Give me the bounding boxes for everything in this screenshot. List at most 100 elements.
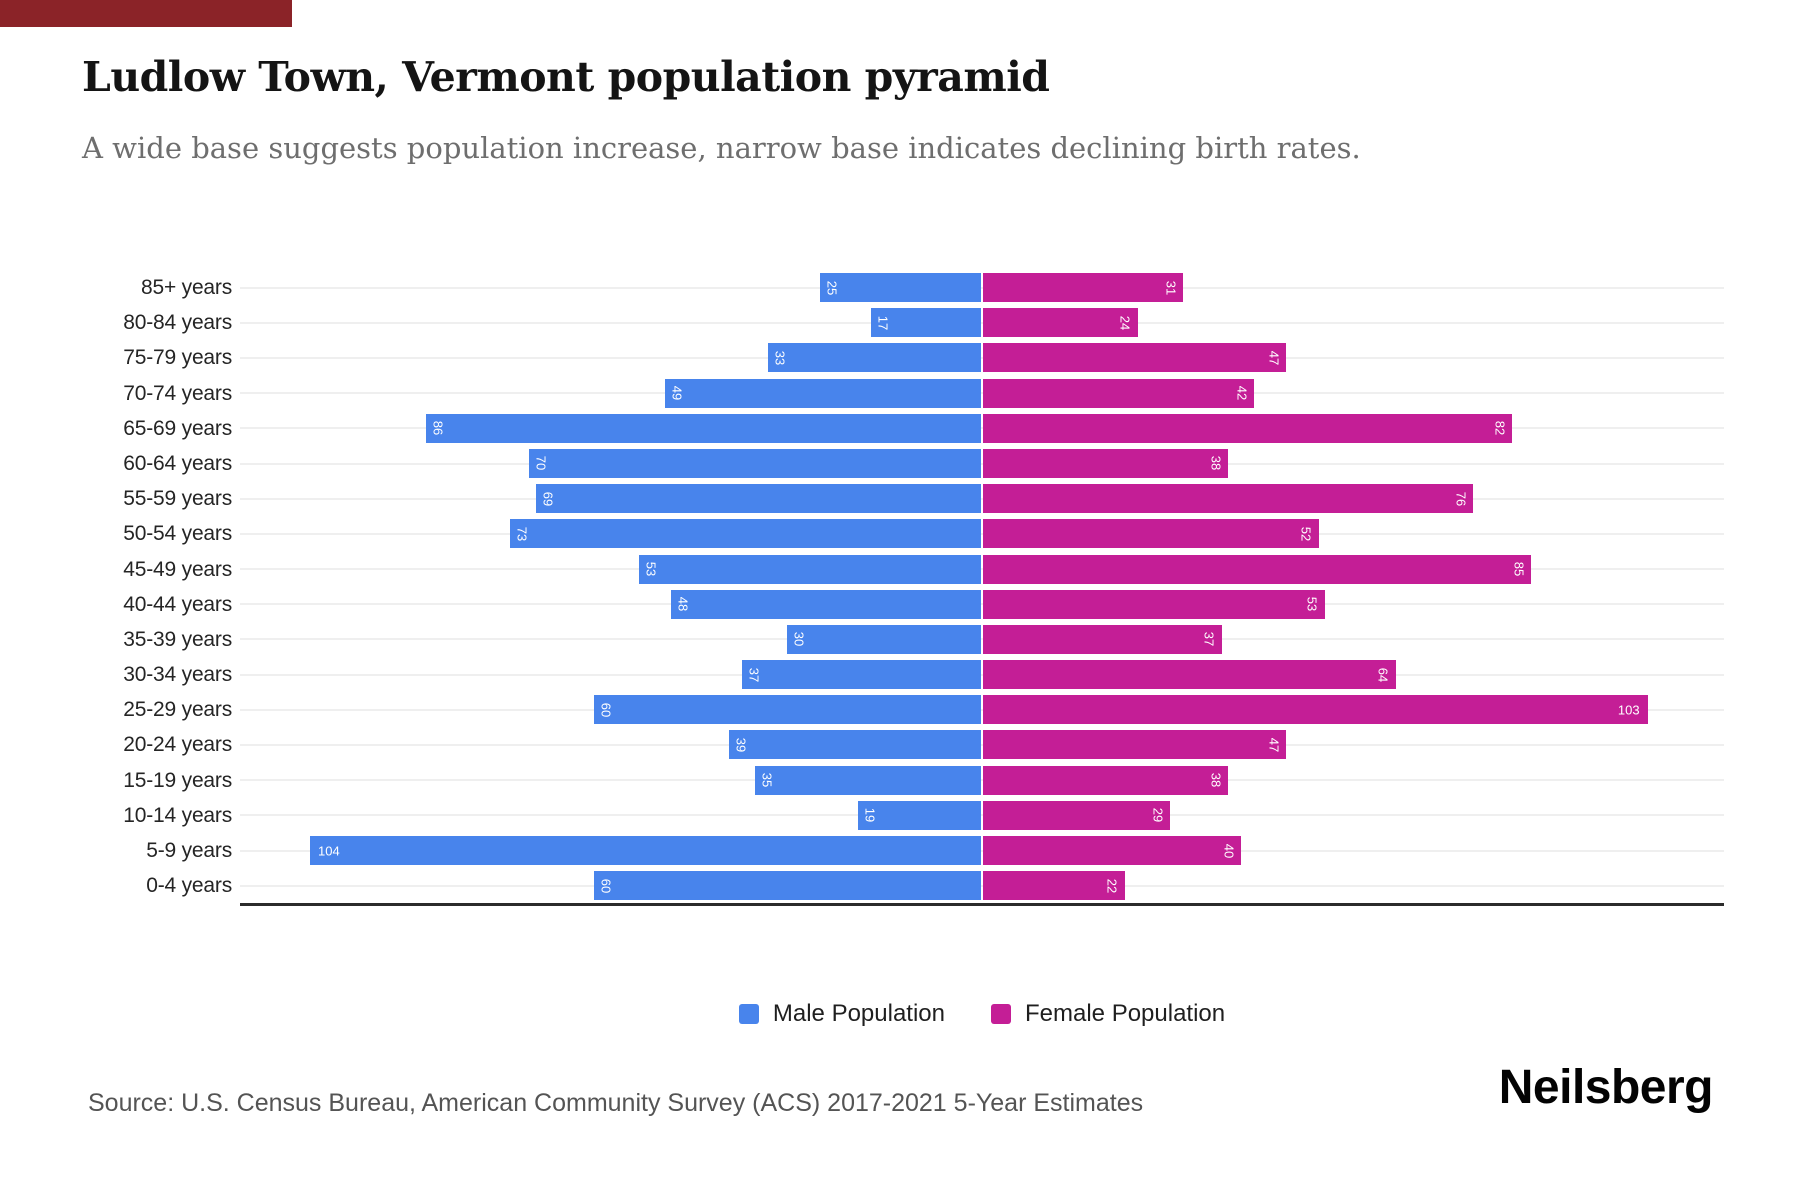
male-bar[interactable]: 39	[729, 730, 981, 760]
female-bar[interactable]: 64	[983, 660, 1396, 690]
female-bar[interactable]: 40	[983, 836, 1242, 865]
age-group-label: 70-74 years	[123, 381, 232, 405]
pyramid-row: 25-29 years 60 103	[0, 692, 1800, 727]
pyramid-rows: 85+ years 25 31 80-84 years 17 24 75-79 years 3…	[0, 270, 1800, 903]
population-pyramid-chart: 85+ years 25 31 80-84 years 17 24 75-79 years 3…	[0, 270, 1800, 907]
pyramid-row: 35-39 years 30 37	[0, 622, 1800, 657]
bar-value-label: 104	[317, 843, 340, 858]
pyramid-row: 50-54 years 73 52	[0, 516, 1800, 551]
male-bar[interactable]: 86	[426, 413, 981, 443]
bar-value-label: 76	[1453, 491, 1469, 506]
age-group-label: 25-29 years	[123, 698, 232, 722]
female-bar[interactable]: 31	[983, 273, 1184, 302]
bar-value-label: 70	[534, 456, 550, 471]
bar-value-label: 30	[792, 632, 808, 647]
male-bar[interactable]: 48	[671, 589, 981, 619]
female-bar[interactable]: 52	[983, 519, 1319, 549]
gridline	[240, 849, 1724, 852]
legend-item-female[interactable]: Female Population	[991, 1000, 1225, 1028]
female-bar[interactable]: 38	[983, 448, 1229, 478]
age-group-label: 45-49 years	[123, 557, 232, 581]
female-bar[interactable]: 42	[983, 378, 1254, 408]
female-bar[interactable]: 85	[983, 554, 1532, 584]
gridline	[240, 568, 1724, 571]
row-plot: 60 22	[240, 868, 1724, 903]
male-bar[interactable]: 70	[529, 448, 981, 478]
bar-value-label: 60	[598, 878, 614, 893]
row-plot: 17 24	[240, 305, 1724, 340]
row-plot: 70 38	[240, 446, 1724, 481]
female-bar[interactable]: 103	[983, 695, 1648, 725]
age-group-label: 10-14 years	[123, 803, 232, 827]
bar-value-label: 69	[540, 491, 556, 506]
bar-value-label: 53	[1305, 596, 1321, 612]
female-bar[interactable]: 76	[983, 484, 1474, 514]
bar-value-label: 52	[1298, 526, 1314, 542]
male-bar[interactable]: 25	[819, 273, 981, 302]
gridline	[240, 321, 1724, 324]
gridline	[240, 392, 1724, 395]
age-group-label: 85+ years	[140, 276, 232, 299]
bar-value-label: 37	[1201, 632, 1217, 647]
top-left-artifact-bar	[0, 0, 292, 27]
male-bar[interactable]: 60	[593, 695, 981, 725]
male-bar[interactable]: 19	[858, 800, 981, 830]
female-bar[interactable]: 37	[983, 624, 1222, 654]
age-group-label: 60-64 years	[123, 451, 232, 475]
female-bar[interactable]: 47	[983, 730, 1287, 760]
bar-value-label: 42	[1234, 385, 1250, 401]
bar-value-label: 86	[430, 421, 446, 436]
male-bar[interactable]: 104	[309, 836, 981, 865]
bar-value-label: 85	[1511, 561, 1527, 577]
bar-value-label: 17	[876, 315, 892, 330]
male-bar[interactable]: 53	[639, 554, 981, 584]
bar-value-label: 35	[759, 772, 775, 788]
male-bar[interactable]: 30	[787, 624, 981, 654]
male-bar[interactable]: 17	[871, 308, 981, 338]
legend-label-female: Female Population	[1025, 1000, 1226, 1027]
bar-value-label: 33	[772, 350, 788, 366]
pyramid-row: 70-74 years 49 42	[0, 376, 1800, 411]
row-plot: 73 52	[240, 516, 1724, 551]
gridline	[240, 814, 1724, 817]
bar-value-label: 47	[1266, 350, 1282, 366]
female-bar[interactable]: 53	[983, 589, 1325, 619]
male-bar[interactable]: 73	[510, 519, 981, 549]
male-bar[interactable]: 60	[593, 871, 981, 901]
male-bar[interactable]: 69	[535, 484, 981, 514]
pyramid-row: 20-24 years 39 47	[0, 727, 1800, 762]
pyramid-row: 15-19 years 35 38	[0, 763, 1800, 798]
legend: Male Population Female Population	[240, 1000, 1724, 1028]
legend-item-male[interactable]: Male Population	[738, 1000, 945, 1028]
gridline	[240, 286, 1724, 289]
gridline	[240, 708, 1724, 711]
row-plot: 33 47	[240, 340, 1724, 375]
bar-value-label: 31	[1163, 280, 1179, 295]
age-group-label: 15-19 years	[123, 768, 232, 792]
gridline	[240, 884, 1724, 887]
female-bar[interactable]: 38	[983, 765, 1229, 795]
female-bar[interactable]: 22	[983, 871, 1125, 901]
male-bar[interactable]: 35	[755, 765, 981, 795]
gridline	[240, 427, 1724, 430]
bar-value-label: 49	[669, 385, 685, 401]
bar-value-label: 64	[1376, 667, 1392, 682]
row-plot: 53 85	[240, 552, 1724, 587]
pyramid-row: 75-79 years 33 47	[0, 340, 1800, 375]
age-group-label: 30-34 years	[123, 663, 232, 687]
female-bar[interactable]: 82	[983, 413, 1513, 443]
chart-title: Ludlow Town, Vermont population pyramid	[82, 53, 1050, 101]
male-bar[interactable]: 49	[664, 378, 981, 408]
female-bar[interactable]: 29	[983, 800, 1171, 830]
female-bar[interactable]: 47	[983, 343, 1287, 373]
row-plot: 19 29	[240, 798, 1724, 833]
male-bar[interactable]: 37	[742, 660, 981, 690]
pyramid-row: 65-69 years 86 82	[0, 411, 1800, 446]
gridline	[240, 603, 1724, 606]
female-bar[interactable]: 24	[983, 308, 1138, 338]
pyramid-row: 10-14 years 19 29	[0, 798, 1800, 833]
row-plot: 35 38	[240, 763, 1724, 798]
row-plot: 49 42	[240, 376, 1724, 411]
male-bar[interactable]: 33	[768, 343, 981, 373]
row-plot: 37 64	[240, 657, 1724, 692]
